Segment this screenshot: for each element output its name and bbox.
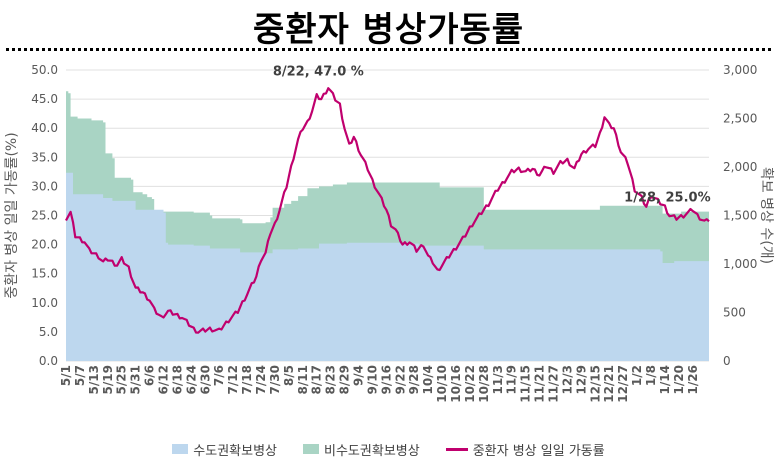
x-tick-label: 5/19 [101, 365, 115, 394]
y-tick-right-label: 500 [723, 306, 746, 320]
chart-title: 중환자 병상가동률 [252, 10, 525, 50]
y-tick-left-label: 15.0 [31, 267, 58, 281]
x-tick-label: 1/14 [658, 365, 672, 394]
x-tick-label: 5/25 [115, 365, 129, 394]
x-tick-label: 10/4 [421, 365, 435, 394]
y-tick-left-label: 50.0 [31, 63, 58, 77]
legend-item-noncapital: 비수도권확보병상 [303, 440, 420, 459]
x-tick-label: 8/17 [310, 365, 324, 394]
legend-label-capital: 수도권확보병상 [193, 443, 278, 459]
x-tick-label: 1/20 [672, 365, 686, 394]
x-tick-label: 6/18 [170, 365, 184, 394]
y-ticks-left: 0.0 5.0 10.0 15.0 20.0 25.0 30.0 35.0 40.0 45.0 50… [31, 63, 58, 368]
x-tick-label: 12/27 [616, 365, 630, 403]
x-tick-label: 9/4 [351, 365, 365, 386]
area-capital-beds [66, 172, 709, 361]
y-tick-left-label: 5.0 [39, 325, 58, 339]
y-tick-right-label: 0 [723, 354, 731, 368]
x-tick-label: 6/30 [198, 365, 212, 394]
x-tick-label: 8/23 [324, 365, 338, 394]
x-tick-label: 6/12 [156, 365, 170, 394]
x-tick-label: 9/16 [379, 365, 393, 394]
x-tick-label: 6/24 [184, 365, 198, 394]
x-tick-label: 10/22 [463, 365, 477, 403]
x-tick-label: 10/28 [477, 365, 491, 403]
x-tick-label: 10/16 [449, 365, 463, 403]
y-tick-right-label: 2,500 [723, 112, 757, 126]
x-tick-label: 1/26 [686, 365, 700, 394]
x-tick-label: 11/21 [533, 365, 547, 403]
x-tick-label: 5/1 [59, 365, 73, 386]
y-tick-left-label: 40.0 [31, 121, 58, 135]
y-tick-left-label: 10.0 [31, 296, 58, 310]
legend-swatch-capital [172, 444, 189, 454]
y-tick-right-label: 2,000 [723, 160, 757, 174]
legend-item-rate: 중환자 병상 일일 가동률 [445, 440, 605, 459]
y-tick-right-label: 1,500 [723, 209, 757, 223]
annotation-latest: 1/28, 25.0% [624, 191, 710, 206]
x-tick-label: 12/3 [560, 365, 574, 394]
occupancy-rate-line [65, 87, 710, 334]
x-tick-label: 5/7 [73, 365, 87, 386]
x-tick-label: 6/6 [143, 365, 157, 386]
x-tick-label: 1/8 [644, 365, 658, 386]
x-tick-label: 5/13 [87, 365, 101, 394]
x-tick-label: 8/5 [282, 365, 296, 386]
y-tick-left-label: 45.0 [31, 92, 58, 106]
legend-label-noncapital: 비수도권확보병상 [324, 443, 420, 459]
y-tick-left-label: 30.0 [31, 179, 58, 193]
x-tick-label: 11/9 [505, 365, 519, 394]
y-tick-right-label: 1,000 [723, 257, 757, 271]
legend-item-capital: 수도권확보병상 [172, 440, 277, 459]
y-ticks-right: 0 500 1,000 1,500 2,000 2,500 3,000 [723, 63, 757, 368]
x-tick-label: 10/10 [435, 365, 449, 403]
y-tick-left-label: 20.0 [31, 238, 58, 252]
x-tick-label: 7/6 [212, 365, 226, 386]
x-tick-label: 1/2 [630, 365, 644, 386]
x-tick-label: 12/21 [602, 365, 616, 403]
legend-label-rate: 중환자 병상 일일 가동률 [472, 443, 605, 459]
x-tick-label: 7/24 [254, 365, 268, 394]
x-tick-label: 11/27 [546, 365, 560, 403]
x-tick-label: 11/15 [519, 365, 533, 403]
x-tick-label: 5/31 [129, 365, 143, 394]
x-tick-label: 11/3 [491, 365, 505, 394]
x-tick-label: 12/9 [574, 365, 588, 394]
x-tick-label: 12/15 [588, 365, 602, 403]
x-tick-label: 8/11 [296, 365, 310, 394]
x-tick-label: 9/22 [393, 365, 407, 394]
annotation-peak: 8/22, 47.0 % [273, 64, 364, 79]
y-tick-left-label: 0.0 [39, 354, 58, 368]
x-tick-label: 9/28 [407, 365, 421, 394]
y-tick-left-label: 35.0 [31, 150, 58, 164]
title-divider [6, 48, 771, 51]
legend: 수도권확보병상 비수도권확보병상 중환자 병상 일일 가동률 [0, 437, 777, 461]
y-tick-left-label: 25.0 [31, 209, 58, 223]
x-tick-label: 7/30 [268, 365, 282, 394]
x-tick-label: 8/29 [338, 365, 352, 394]
y-axis-right-title: 확보 병상 수(개) [758, 167, 774, 264]
x-ticks: 5/1 5/7 5/13 5/19 5/25 5/31 6/6 6/12 6/18 6/24 6/3… [59, 365, 700, 403]
x-tick-label: 9/10 [365, 365, 379, 394]
legend-swatch-rate [445, 447, 468, 451]
y-axis-left-title: 중환자 병상 일일 가동률(%) [4, 132, 20, 298]
x-tick-label: 7/12 [226, 365, 240, 394]
x-tick-label: 7/18 [240, 365, 254, 394]
legend-swatch-noncapital [303, 444, 320, 454]
y-tick-right-label: 3,000 [723, 63, 757, 77]
